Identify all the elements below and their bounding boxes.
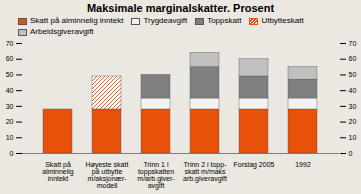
- svg-text:Forslag 2005: Forslag 2005: [234, 161, 275, 169]
- html-text:Utbytteskatt: Utbytteskatt: [261, 16, 304, 25]
- html-text:Trygdeavgift: Trygdeavgift: [143, 16, 188, 25]
- svg-text:Høyeste skattpå utbyttem/aksjo: Høyeste skattpå utbyttem/aksjonær-modell: [86, 161, 129, 189]
- svg-text:70: 70: [6, 40, 14, 47]
- svg-text:0: 0: [349, 150, 353, 157]
- svg-text:10: 10: [349, 134, 357, 141]
- svg-text:40: 40: [349, 87, 357, 94]
- html-text:Skatt på alminnelig inntekt: Skatt på alminnelig inntekt: [30, 16, 124, 25]
- svg-text:20: 20: [6, 118, 14, 125]
- html-text:Toppskatt: Toppskatt: [207, 16, 242, 25]
- svg-text:50: 50: [6, 71, 14, 78]
- svg-text:10: 10: [6, 134, 14, 141]
- svg-text:0: 0: [10, 150, 14, 157]
- html-text:Arbeidsgiveravgift: Arbeidsgiveravgift: [30, 27, 94, 36]
- svg-text:60: 60: [6, 55, 14, 62]
- svg-text:Skatt påalminneliginntekt: Skatt påalminneliginntekt: [42, 161, 74, 182]
- svg-text:30: 30: [6, 103, 14, 110]
- svg-text:Trinn 2 i topp-skatt m/maksarb: Trinn 2 i topp-skatt m/maksarb.giveravgi…: [183, 161, 227, 183]
- svg-text:60: 60: [349, 55, 357, 62]
- svg-text:1992: 1992: [295, 161, 311, 168]
- html-text:Maksimale marginalskatter. Pro: Maksimale marginalskatter. Prosent: [87, 2, 274, 14]
- svg-text:70: 70: [349, 40, 357, 47]
- svg-text:30: 30: [349, 103, 357, 110]
- svg-text:Trinn 1 itoppskattenm/arb.give: Trinn 1 itoppskattenm/arb.giver-avgift: [137, 161, 175, 190]
- svg-text:40: 40: [6, 87, 14, 94]
- svg-text:50: 50: [349, 71, 357, 78]
- svg-text:20: 20: [349, 118, 357, 125]
